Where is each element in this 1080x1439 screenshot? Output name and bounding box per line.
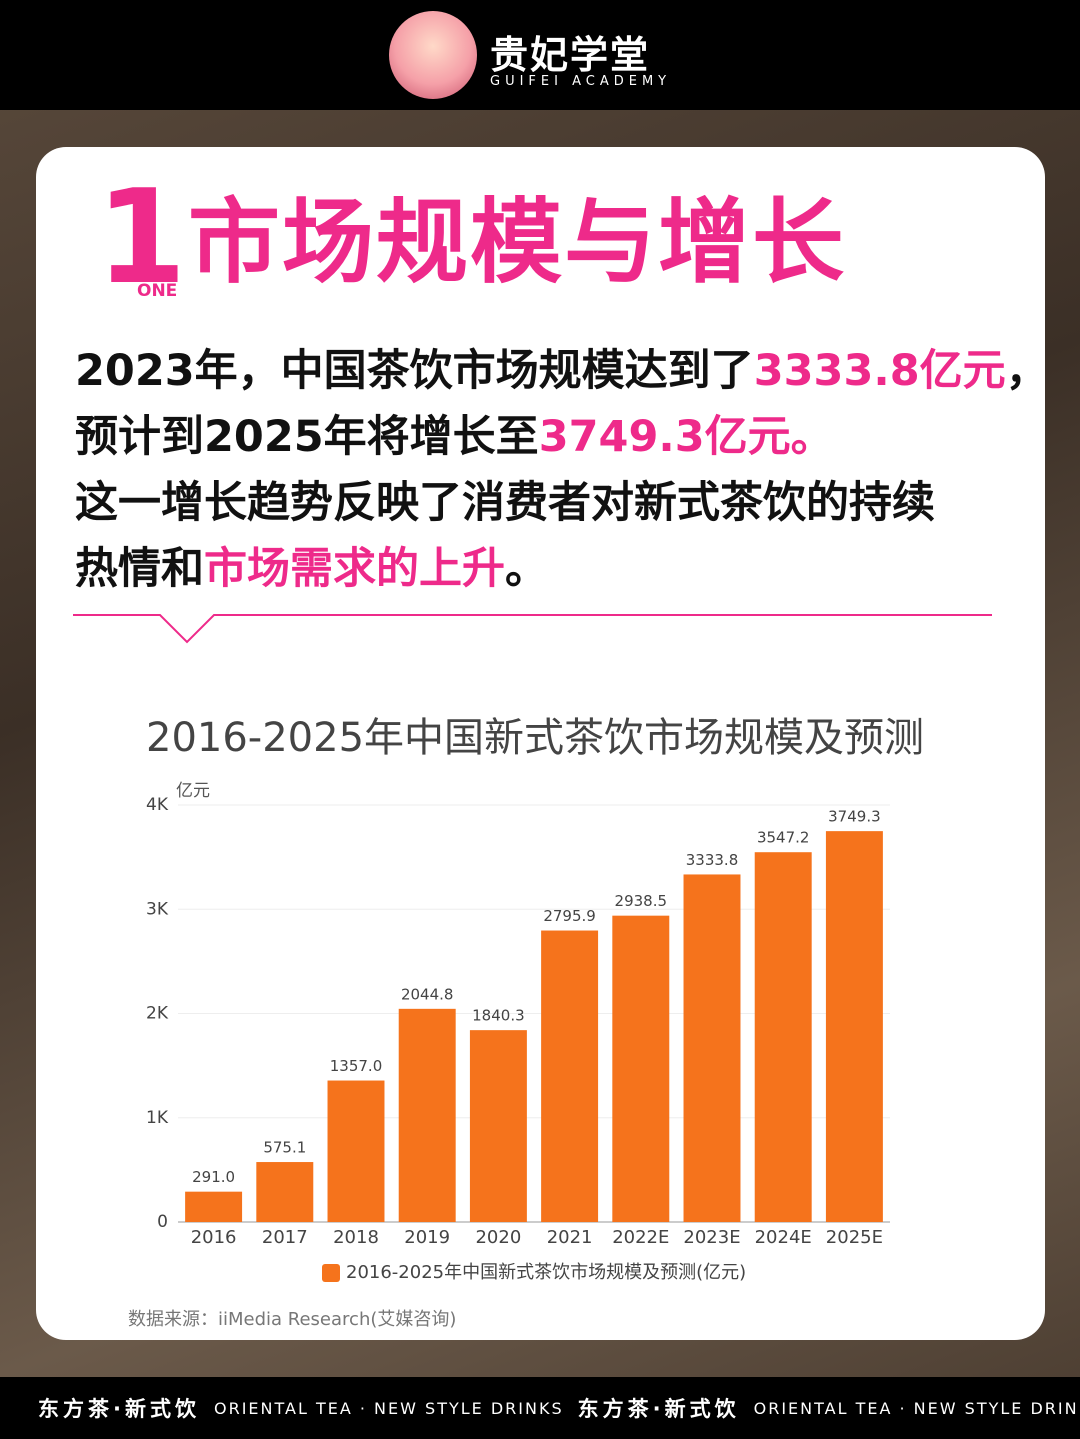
highlight-text: 3749.3亿元。: [538, 412, 834, 462]
y-tick-label: 1K: [146, 1108, 169, 1128]
bar: [541, 930, 599, 1222]
bar: [469, 1030, 527, 1222]
x-tick-label: 2022E: [612, 1227, 669, 1248]
chart-title: 2016-2025年中国新式茶饮市场规模及预测: [146, 715, 924, 761]
highlight-text: 市场需求的上升: [204, 544, 505, 594]
bar: [256, 1162, 314, 1222]
paragraph-line: 预计到2025年将增长至3749.3亿元。: [75, 404, 1049, 470]
divider: [73, 614, 992, 644]
bar: [825, 831, 883, 1222]
paragraph-text: 预计到2025年将增长至: [75, 412, 539, 462]
x-tick-label: 2017: [262, 1227, 308, 1248]
legend-swatch: [322, 1264, 340, 1282]
value-label: 1840.3: [472, 1007, 525, 1025]
paragraph-text: 2023年，中国茶饮市场规模达到了: [75, 346, 754, 396]
y-tick-label: 0: [157, 1212, 168, 1232]
value-label: 2938.5: [615, 892, 668, 910]
value-label: 575.1: [263, 1139, 306, 1157]
brand: 贵妃学堂: [490, 33, 651, 77]
bar: [612, 915, 670, 1222]
value-label: 291.0: [192, 1168, 235, 1186]
value-label: 3333.8: [686, 851, 739, 869]
bar: [683, 874, 741, 1222]
value-label: 2795.9: [543, 907, 596, 925]
x-tick-label: 2020: [475, 1227, 521, 1248]
paragraph-line: 2023年，中国茶饮市场规模达到了3333.8亿元，: [75, 338, 1049, 404]
x-tick-label: 2016: [191, 1227, 237, 1248]
legend-label: 2016-2025年中国新式茶饮市场规模及预测(亿元): [346, 1262, 746, 1283]
value-label: 2044.8: [401, 985, 454, 1003]
y-axis-label: 亿元: [176, 781, 210, 801]
section-number-label: ONE: [137, 281, 178, 301]
bar: [185, 1191, 243, 1222]
bar: [327, 1080, 385, 1222]
brand-en: GUIFEI ACADEMY: [490, 74, 672, 89]
paragraph: 2023年，中国茶饮市场规模达到了3333.8亿元， 预计到2025年将增长至37…: [75, 338, 1049, 602]
value-label: 1357.0: [330, 1057, 383, 1075]
paragraph-text: 。: [505, 544, 548, 594]
footer-text: ORIENTAL TEA · NEW STYLE DRINKS: [213, 1398, 564, 1418]
highlight-text: 3333.8亿元: [753, 346, 1006, 396]
y-tick-label: 3K: [146, 899, 169, 919]
x-tick-label: 2025E: [826, 1227, 883, 1248]
x-tick-label: 2023E: [683, 1227, 740, 1248]
header-bar: 贵妃学堂 GUIFEI ACADEMY: [0, 0, 1080, 110]
footer-text: ORIENTAL TEA · NEW STYLE DRINKS: [753, 1398, 1080, 1418]
x-tick-label: 2024E: [755, 1227, 812, 1248]
logo: [389, 11, 477, 99]
y-tick-label: 2K: [146, 1004, 169, 1024]
section-number: 1: [96, 161, 187, 313]
paragraph-text: ，: [1005, 346, 1049, 396]
footer: 东方茶·新式饮 ORIENTAL TEA · NEW STYLE DRINKS 东方…: [0, 1377, 1080, 1439]
y-tick-label: 4K: [146, 795, 169, 815]
value-label: 3547.2: [757, 829, 810, 847]
paragraph-text: 热情和: [75, 544, 204, 594]
footer-text: 东方茶·新式饮: [38, 1397, 200, 1421]
section-title: 市场规模与增长: [188, 189, 847, 296]
paragraph-line: 这一增长趋势反映了消费者对新式茶饮的持续: [75, 470, 1049, 536]
footer-text: 东方茶·新式饮: [577, 1397, 740, 1421]
source: 数据来源：iiMedia Research(艾媒咨询): [128, 1309, 456, 1330]
x-tick-label: 2018: [333, 1227, 379, 1248]
bar: [754, 852, 812, 1222]
x-tick-label: 2021: [547, 1227, 593, 1248]
paragraph-line: 热情和市场需求的上升。: [75, 536, 1049, 602]
x-tick-label: 2019: [404, 1227, 450, 1248]
paragraph-text: 这一增长趋势反映了消费者对新式茶饮的持续: [75, 478, 935, 528]
value-label: 3749.3: [828, 808, 881, 826]
bar: [398, 1008, 456, 1222]
